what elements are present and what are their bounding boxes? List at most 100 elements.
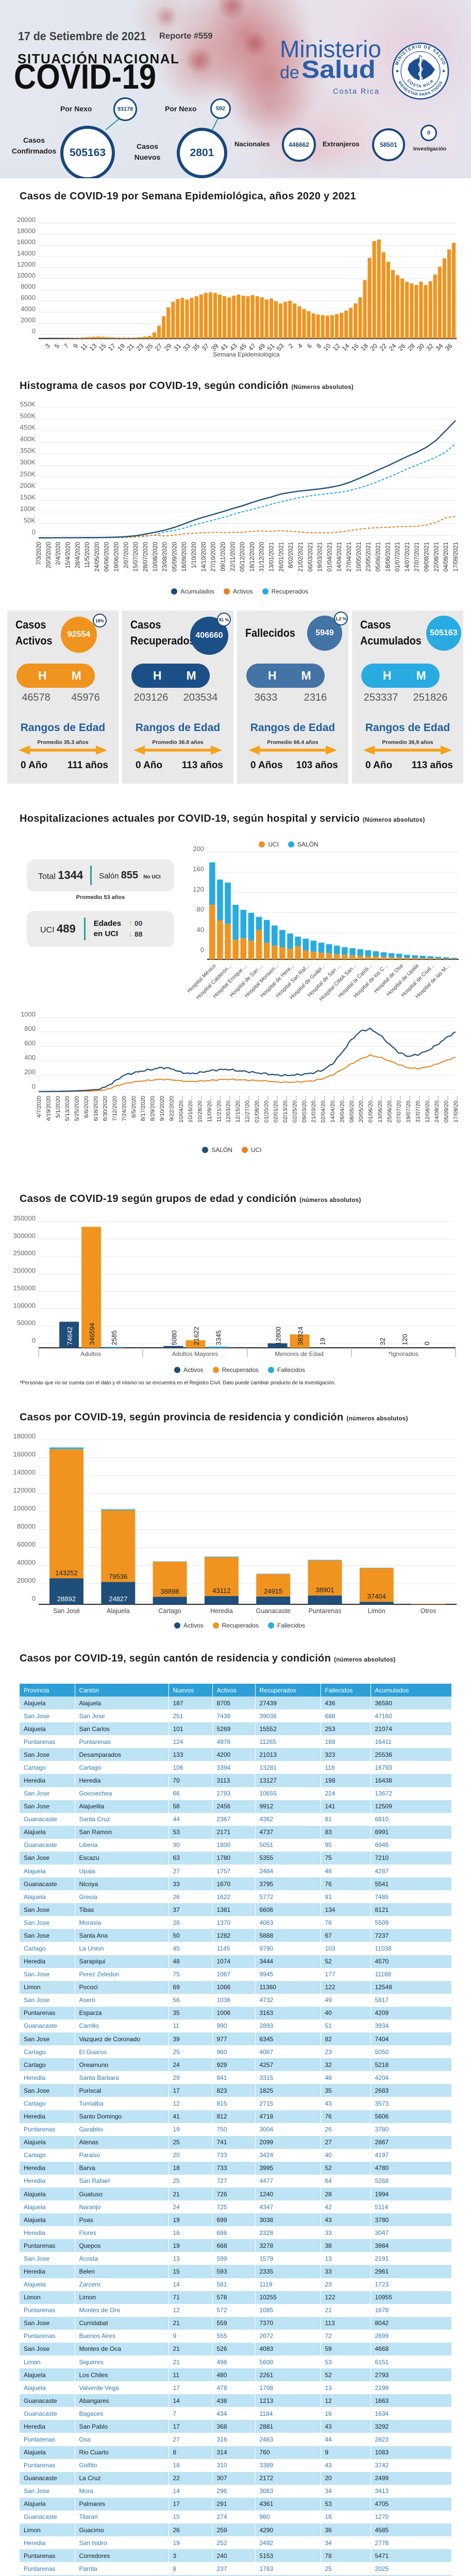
svg-text:10/08/2020: 10/08/2020 (153, 542, 159, 572)
svg-text:21622: 21622 (192, 1327, 200, 1345)
svg-text:200: 200 (24, 1068, 36, 1076)
svg-text:180000: 180000 (13, 1432, 36, 1440)
svg-text:8/02/2021: 8/02/2021 (288, 542, 294, 568)
svg-text:19/07/20...: 19/07/20... (406, 1096, 412, 1123)
svg-text:15: 15 (97, 342, 108, 352)
svg-text:8/29/2020: 8/29/2020 (150, 1096, 156, 1121)
svg-text:250000: 250000 (13, 1249, 36, 1257)
svg-text:143252: 143252 (55, 1569, 77, 1577)
svg-text:0: 0 (423, 1342, 431, 1345)
svg-text:2/4/2020: 2/4/2020 (56, 542, 62, 565)
svg-text:74642: 74642 (66, 1327, 74, 1345)
svg-text:Semana Epidemiológica: Semana Epidemiológica (213, 351, 280, 358)
svg-text:12/15/20...: 12/15/20... (235, 1096, 241, 1123)
svg-text:2: 2 (287, 342, 295, 350)
svg-text:4/19/2020: 4/19/2020 (45, 1096, 52, 1121)
svg-text:28: 28 (406, 342, 416, 352)
svg-text:08/05/20...: 08/05/20... (349, 1096, 355, 1123)
svg-text:800: 800 (24, 1025, 36, 1032)
svg-text:100K: 100K (20, 505, 36, 513)
svg-text:27/10/2020: 27/10/2020 (211, 542, 217, 572)
svg-text:17: 17 (107, 342, 117, 352)
svg-text:Cartago: Cartago (158, 1607, 181, 1615)
svg-text:05/12/2020: 05/12/2020 (240, 542, 246, 572)
svg-text:38324: 38324 (297, 1327, 305, 1345)
svg-text:21/02/2021: 21/02/2021 (298, 542, 304, 572)
svg-text:80: 80 (197, 906, 204, 913)
svg-text:7/24/2020: 7/24/2020 (122, 1096, 128, 1121)
svg-text:05/06/2021: 05/06/2021 (376, 542, 382, 572)
svg-text:14/07/2021: 14/07/2021 (405, 542, 411, 572)
svg-text:01/04/2021: 01/04/2021 (327, 542, 333, 572)
svg-text:9/10/2020: 9/10/2020 (159, 1096, 165, 1121)
svg-text:23/08/2020: 23/08/2020 (162, 542, 169, 572)
svg-text:*Ignorados: *Ignorados (389, 1350, 418, 1358)
svg-text:9: 9 (72, 342, 80, 350)
svg-text:5/1/2020: 5/1/2020 (55, 1096, 61, 1118)
svg-text:02/01/20...: 02/01/20... (273, 1096, 279, 1123)
svg-text:8000: 8000 (21, 283, 36, 291)
svg-text:3345: 3345 (214, 1330, 222, 1345)
svg-text:6/6/2020: 6/6/2020 (83, 1096, 90, 1118)
svg-text:Otros: Otros (420, 1607, 436, 1615)
svg-text:15/4/2020: 15/4/2020 (65, 542, 71, 568)
svg-text:24/05/2020: 24/05/2020 (94, 542, 100, 572)
svg-text:500K: 500K (20, 412, 36, 420)
svg-text:550K: 550K (20, 400, 36, 408)
svg-text:38901: 38901 (315, 1586, 334, 1594)
svg-text:346594: 346594 (88, 1323, 96, 1345)
svg-text:12800: 12800 (275, 1327, 282, 1345)
svg-text:27/07/2021: 27/07/2021 (414, 542, 420, 572)
svg-text:300K: 300K (20, 459, 36, 466)
svg-text:10000: 10000 (17, 272, 36, 279)
svg-text:5/25/2020: 5/25/2020 (74, 1096, 80, 1121)
svg-text:300000: 300000 (13, 1232, 36, 1240)
svg-text:11/21/20...: 11/21/20... (216, 1096, 222, 1122)
svg-text:14000: 14000 (17, 249, 36, 257)
svg-text:13/01/2021: 13/01/2021 (269, 542, 275, 572)
svg-text:Adultos Mayores: Adultos Mayores (172, 1350, 218, 1358)
svg-text:05/09/2020: 05/09/2020 (172, 542, 178, 572)
svg-text:26/01/2021: 26/01/2021 (278, 542, 284, 572)
svg-text:11/5/2020: 11/5/2020 (85, 542, 91, 568)
svg-text:160000: 160000 (13, 1450, 36, 1458)
svg-text:80000: 80000 (17, 1522, 36, 1530)
svg-text:50K: 50K (24, 517, 36, 524)
svg-text:38898: 38898 (161, 1587, 179, 1595)
svg-text:7: 7 (62, 342, 70, 350)
svg-text:9/22/2020: 9/22/2020 (169, 1096, 175, 1121)
svg-text:28/4/2020: 28/4/2020 (75, 542, 81, 568)
svg-text:37404: 37404 (367, 1592, 386, 1600)
svg-text:7/3/2020: 7/3/2020 (36, 542, 42, 565)
svg-text:200K: 200K (20, 482, 36, 489)
svg-text:Heredia: Heredia (210, 1607, 233, 1615)
svg-text:120000: 120000 (13, 1486, 36, 1494)
svg-text:6: 6 (306, 342, 313, 350)
svg-text:0: 0 (32, 1336, 36, 1344)
svg-text:31: 31 (172, 342, 182, 352)
svg-text:20000: 20000 (17, 1577, 36, 1584)
svg-text:02/04/20...: 02/04/20... (321, 1096, 327, 1123)
svg-text:150K: 150K (20, 493, 36, 501)
svg-text:0: 0 (32, 1082, 36, 1090)
svg-text:20000: 20000 (17, 216, 36, 224)
svg-text:40: 40 (197, 926, 204, 934)
svg-text:400K: 400K (20, 435, 36, 443)
svg-text:4: 4 (296, 342, 304, 350)
svg-text:Adultos: Adultos (80, 1350, 101, 1358)
svg-text:28892: 28892 (57, 1595, 76, 1603)
svg-text:14/10/2020: 14/10/2020 (201, 542, 207, 572)
svg-text:17/09/20...: 17/09/20... (453, 1096, 459, 1123)
svg-text:24/08/20...: 24/08/20... (434, 1096, 440, 1123)
svg-text:34: 34 (434, 342, 445, 352)
svg-text:160: 160 (193, 865, 204, 873)
svg-text:600: 600 (24, 1039, 36, 1047)
svg-text:4/7/2020: 4/7/2020 (36, 1096, 42, 1118)
svg-text:12/08/20...: 12/08/20... (425, 1096, 431, 1123)
svg-text:450K: 450K (20, 423, 36, 431)
svg-text:05/09/20...: 05/09/20... (444, 1096, 450, 1123)
svg-text:14: 14 (341, 342, 351, 352)
svg-text:100000: 100000 (13, 1301, 36, 1309)
svg-text:0: 0 (32, 1595, 36, 1602)
svg-text:5/13/2020: 5/13/2020 (64, 1096, 71, 1121)
